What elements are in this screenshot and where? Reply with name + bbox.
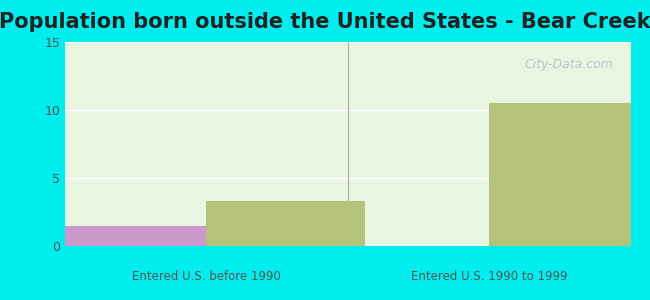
Text: Entered U.S. 1990 to 1999: Entered U.S. 1990 to 1999 — [411, 271, 567, 284]
Bar — [207, 201, 365, 246]
Bar — [489, 103, 647, 246]
Bar — [48, 226, 207, 246]
Text: City-Data.com: City-Data.com — [525, 58, 614, 71]
Text: Entered U.S. before 1990: Entered U.S. before 1990 — [132, 271, 281, 284]
Text: Population born outside the United States - Bear Creek: Population born outside the United State… — [0, 12, 650, 32]
